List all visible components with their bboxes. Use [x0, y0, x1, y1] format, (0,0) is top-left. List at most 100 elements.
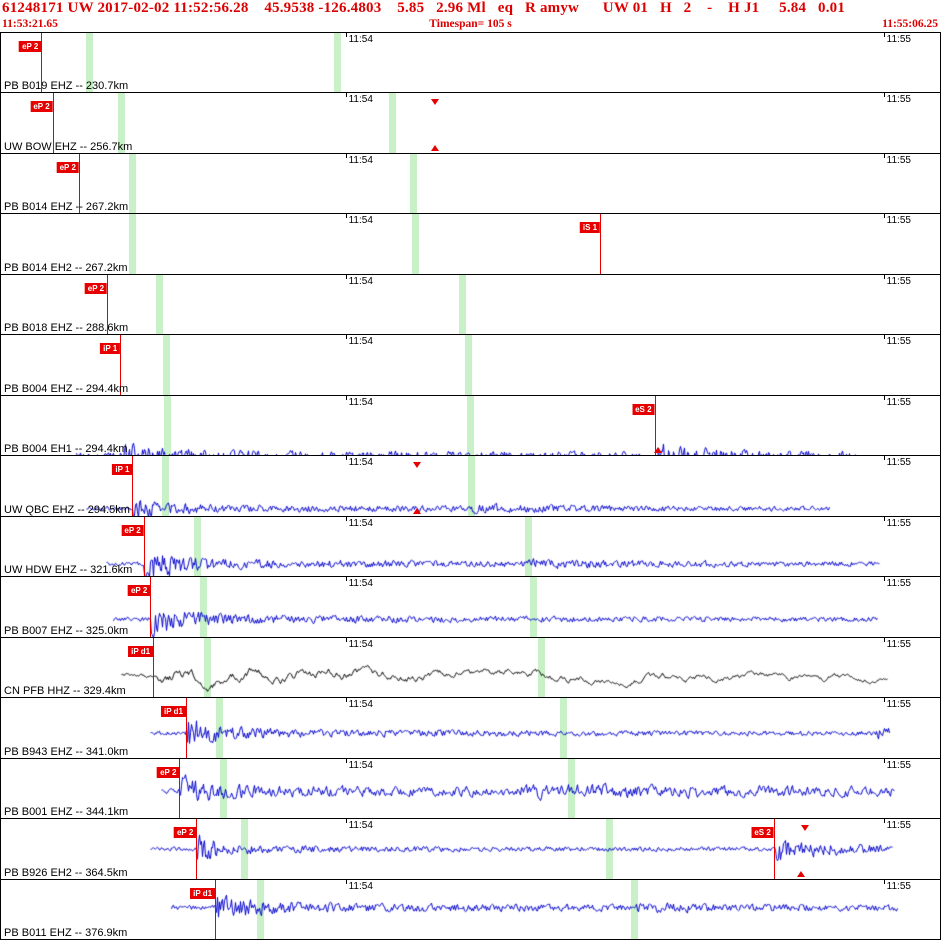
waveform-canvas[interactable]: [1, 516, 940, 577]
minute-label: 11:54: [348, 215, 373, 227]
minute-tick: [883, 879, 885, 884]
waveform-canvas[interactable]: [1, 758, 940, 819]
minute-tick: [883, 758, 885, 763]
waveform-canvas[interactable]: [1, 274, 940, 335]
waveform-canvas[interactable]: [1, 335, 940, 395]
pick-flag[interactable]: eS 2: [632, 403, 655, 415]
waveform-canvas[interactable]: [1, 456, 940, 516]
minute-label: 11:55: [886, 94, 911, 106]
pick-line: [654, 395, 656, 456]
trace-panel-13[interactable]: 11:54 11:55 eP 2 PB B001 EHZ -- 344.1km: [0, 758, 941, 820]
pick-flag[interactable]: eP 2: [127, 585, 151, 597]
trace-panel-9[interactable]: 11:54 11:55 eP 2 UW HDW EHZ -- 321.6km: [0, 516, 941, 578]
pick-line: [52, 93, 54, 153]
station-label: PB B926 EH2 -- 364.5km: [4, 866, 128, 879]
pick-flag[interactable]: iP d1: [190, 887, 216, 899]
minute-tick: [345, 93, 347, 98]
pick-line: [107, 274, 109, 335]
minute-label: 11:54: [348, 880, 373, 892]
minute-tick: [883, 335, 885, 340]
pick-flag[interactable]: eP 2: [84, 282, 108, 294]
trace-panel-6[interactable]: 11:54 11:55 iP 1 PB B004 EHZ -- 294.4km: [0, 335, 941, 396]
pick-triangle[interactable]: [654, 447, 663, 454]
waveform-canvas[interactable]: [1, 698, 940, 758]
waveform-canvas[interactable]: [1, 33, 940, 93]
pick-line: [150, 577, 152, 637]
waveform-canvas[interactable]: [1, 577, 940, 637]
waveform-canvas[interactable]: [1, 93, 940, 153]
trace-panel-11[interactable]: 11:54 11:55 iP d1 CN PFB HHZ -- 329.4km: [0, 637, 941, 699]
trace-panel-7[interactable]: 11:54 11:55 eS 2 PB B004 EH1 -- 294.4km: [0, 395, 941, 457]
minute-tick: [883, 93, 885, 98]
pick-flag[interactable]: eS 2: [751, 827, 774, 839]
minute-tick: [345, 274, 347, 279]
minute-tick: [345, 395, 347, 400]
pick-flag[interactable]: iP 1: [112, 464, 133, 476]
minute-label: 11:54: [348, 396, 373, 408]
waveform-canvas[interactable]: [1, 395, 940, 456]
minute-tick: [883, 637, 885, 642]
minute-tick: [345, 516, 347, 521]
minute-tick: [345, 214, 347, 219]
pick-triangle[interactable]: [430, 99, 439, 106]
pick-line: [143, 516, 145, 577]
trace-panel-12[interactable]: 11:54 11:55 iP d1 PB B943 EHZ -- 341.0km: [0, 698, 941, 759]
trace-panel-14[interactable]: 11:54 11:55 eP 2 eS 2 PB B926 EH2 -- 364.5km: [0, 819, 941, 880]
pick-triangle[interactable]: [412, 462, 421, 469]
pick-flag[interactable]: eP 2: [173, 827, 197, 839]
pick-flag[interactable]: eP 2: [30, 101, 53, 113]
station-label: PB B004 EH1 -- 294.4km: [4, 443, 128, 456]
pick-line: [773, 819, 775, 879]
minute-tick: [883, 33, 885, 37]
trace-panel-10[interactable]: 11:54 11:55 eP 2 PB B007 EHZ -- 325.0km: [0, 577, 941, 638]
minute-label: 11:54: [348, 457, 373, 469]
pick-triangle[interactable]: [797, 870, 806, 877]
waveform-canvas[interactable]: [1, 819, 940, 879]
pick-line: [120, 335, 122, 395]
minute-tick: [883, 516, 885, 521]
pick-flag[interactable]: eP 2: [121, 524, 144, 536]
trace-panel-3[interactable]: 11:54 11:55 eP 2 PB B014 EHZ -- 267.2km: [0, 153, 941, 215]
waveform-canvas[interactable]: [1, 879, 940, 939]
trace-panel-15[interactable]: 11:54 11:55 iP d1 PB B011 EHZ -- 376.9km: [0, 879, 941, 940]
pick-flag[interactable]: iP d1: [160, 706, 186, 718]
station-label: PB B004 EHZ -- 294.4km: [4, 382, 129, 395]
minute-label: 11:55: [886, 275, 911, 287]
minute-label: 11:54: [348, 336, 373, 348]
waveform-canvas[interactable]: [1, 153, 940, 214]
station-label: UW BOW EHZ -- 256.7km: [4, 140, 133, 153]
pick-triangle[interactable]: [412, 507, 421, 514]
trace-panel-5[interactable]: 11:54 11:55 eP 2 PB B018 EHZ -- 288.6km: [0, 274, 941, 336]
minute-label: 11:55: [886, 699, 911, 711]
time-window-bar: 11:53:21.65 Timespan= 105 s 11:55:06.25: [0, 17, 941, 32]
pick-flag[interactable]: iP 1: [100, 343, 121, 355]
minute-label: 11:55: [886, 396, 911, 408]
minute-label: 11:54: [348, 94, 373, 106]
trace-panel-4[interactable]: 11:54 11:55 iS 1 PB B014 EH2 -- 267.2km: [0, 214, 941, 275]
minute-label: 11:55: [886, 880, 911, 892]
minute-label: 11:54: [348, 275, 373, 287]
pick-flag[interactable]: eP 2: [157, 766, 180, 778]
timespan-label: Timespan= 105 s: [429, 18, 512, 30]
trace-panel-8[interactable]: 11:54 11:55 iP 1 UW QBC EHZ -- 294.5km: [0, 456, 941, 517]
minute-label: 11:54: [348, 638, 373, 650]
waveform-canvas[interactable]: [1, 637, 940, 698]
pick-flag[interactable]: eP 2: [19, 41, 42, 52]
pick-flag[interactable]: iP d1: [128, 645, 154, 657]
station-label: CN PFB HHZ -- 329.4km: [4, 685, 126, 698]
station-label: PB B019 EHZ -- 230.7km: [4, 80, 129, 93]
pick-flag[interactable]: eP 2: [56, 161, 79, 173]
minute-label: 11:55: [886, 34, 911, 45]
minute-label: 11:54: [348, 34, 373, 45]
minute-label: 11:55: [886, 215, 911, 227]
trace-panel-2[interactable]: 11:54 11:55 eP 2 UW BOW EHZ -- 256.7km: [0, 93, 941, 154]
pick-flag[interactable]: iS 1: [579, 222, 601, 234]
waveform-canvas[interactable]: [1, 214, 940, 274]
window-start-time: 11:53:21.65: [2, 18, 58, 30]
station-label: PB B014 EHZ -- 267.2km: [4, 201, 129, 214]
pick-triangle[interactable]: [430, 144, 439, 151]
trace-panel-1[interactable]: 11:54 11:55 eP 2 PB B019 EHZ -- 230.7km: [0, 32, 941, 94]
station-label: PB B011 EHZ -- 376.9km: [4, 927, 128, 940]
minute-tick: [345, 577, 347, 582]
pick-triangle[interactable]: [800, 825, 809, 832]
